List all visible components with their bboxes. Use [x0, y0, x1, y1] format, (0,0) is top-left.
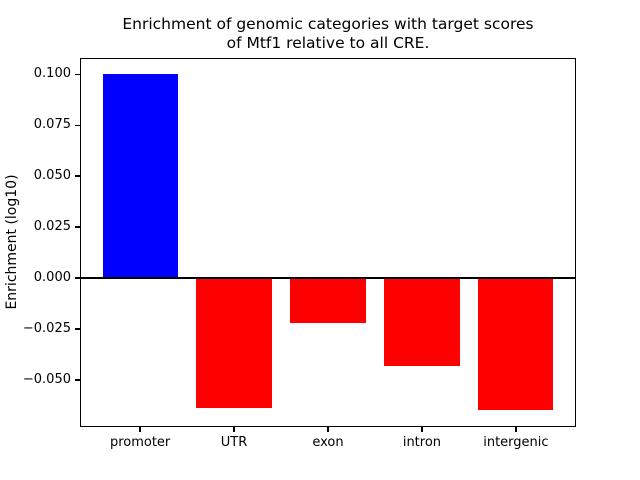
x-tick-intergenic [515, 427, 517, 433]
y-tick-label-0.025: 0.025 [33, 219, 71, 235]
x-tick-label-intergenic: intergenic [483, 435, 549, 451]
bar-intron [384, 278, 460, 366]
y-tick-−0.050 [75, 379, 80, 381]
y-tick-label-0.100: 0.100 [33, 66, 71, 82]
y-axis-label: Enrichment (log10) [4, 174, 20, 310]
y-tick-0.075 [75, 124, 80, 127]
chart-title-line2: of Mtf1 relative to all CRE. [226, 34, 430, 52]
bar-intergenic [478, 278, 554, 411]
x-tick-label-UTR: UTR [220, 435, 248, 451]
y-tick-label-−0.050: −0.050 [22, 371, 71, 387]
y-tick-0.050 [75, 175, 80, 177]
chart-title: Enrichment of genomic categories with ta… [80, 15, 576, 53]
chart-title-line1: Enrichment of genomic categories with ta… [122, 15, 534, 33]
bar-UTR [196, 278, 272, 409]
zero-line [80, 277, 576, 280]
x-tick-label-intron: intron [402, 435, 442, 451]
y-tick-−0.025 [75, 328, 80, 330]
x-tick-UTR [233, 427, 235, 433]
bar-promoter [102, 74, 178, 279]
x-tick-intron [421, 427, 423, 433]
y-tick-label-0.050: 0.050 [33, 168, 71, 184]
y-tick-label-0.075: 0.075 [33, 117, 71, 133]
y-tick-0.000 [75, 277, 80, 279]
y-tick-0.025 [75, 226, 80, 228]
bar-exon [290, 278, 366, 323]
y-tick-label-−0.025: −0.025 [22, 320, 71, 336]
x-tick-label-promoter: promoter [109, 435, 171, 451]
x-tick-promoter [139, 427, 141, 433]
y-tick-0.100 [75, 73, 80, 76]
x-tick-label-exon: exon [312, 435, 344, 451]
y-tick-label-0.000: 0.000 [33, 270, 71, 286]
x-tick-exon [327, 427, 329, 433]
